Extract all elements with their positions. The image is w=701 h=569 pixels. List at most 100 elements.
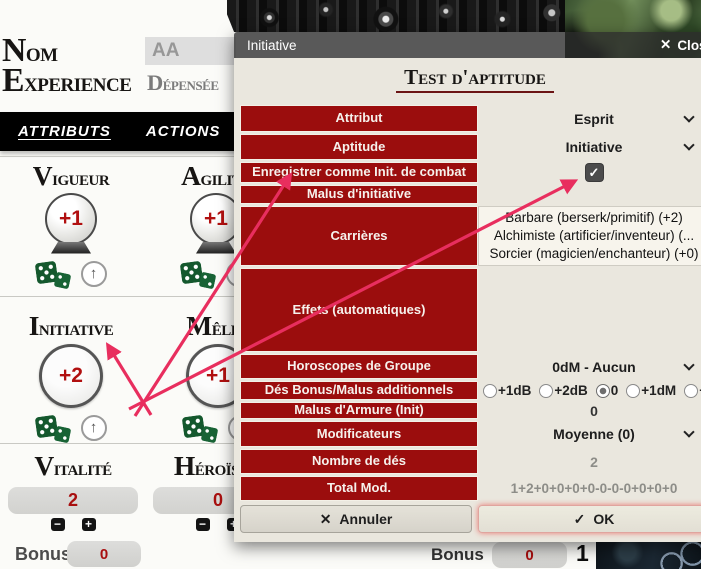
horoscopes-label: Horoscopes de Groupe	[240, 354, 478, 379]
crystal-ball[interactable]: +1	[45, 192, 97, 245]
close-icon: ✕	[660, 37, 672, 52]
plus-button[interactable]: +	[81, 517, 96, 531]
malus-armure-label: Malus d'Armure (Init)	[240, 402, 478, 419]
roll-dice-icon[interactable]	[34, 414, 72, 443]
dialog-header-text: Test d'aptitude	[396, 65, 554, 93]
row-carrieres: Carrières Barbare (berserk/primitif) (+2…	[240, 206, 701, 266]
name-input[interactable]	[145, 37, 236, 65]
crystal-ball-base	[196, 241, 236, 254]
attribute-mod-value: +1	[206, 363, 230, 387]
attribute-mod-value: +2	[59, 363, 83, 387]
career-option[interactable]: Sorcier (magicien/enchanteur) (+0)	[489, 246, 699, 262]
attribute-name: Vigueur	[32, 160, 110, 191]
tab-actions[interactable]: ACTIONS	[145, 123, 221, 140]
row-modificateurs: Modificateurs Moyenne (0)	[240, 421, 701, 447]
carrieres-label: Carrières	[240, 206, 478, 266]
ornate-skull-banner-image	[227, 0, 580, 32]
row-total-mod: Total Mod. 1+2+0+0+0+0-0-0-0+0+0+0	[240, 476, 701, 501]
horoscopes-value: 0dM - Aucun	[552, 358, 636, 375]
modificateurs-select[interactable]: Moyenne (0)	[478, 421, 701, 447]
bonus-right-label: Bonus	[431, 545, 484, 564]
attribute-initiative: Initiative +2 ↑	[5, 312, 137, 443]
malus-initiative-label: Malus d'initiative	[240, 185, 478, 204]
malus-initiative-field[interactable]	[478, 185, 701, 204]
minus-button[interactable]: −	[50, 517, 65, 531]
nombre-des-value: 2	[590, 453, 598, 470]
minus-button[interactable]: −	[195, 517, 210, 531]
aptitude-select[interactable]: Initiative	[478, 134, 701, 160]
radio-option-zero[interactable]: 0	[595, 383, 618, 398]
radio-option-plus1dm[interactable]: +1dM	[626, 383, 676, 398]
vital-name: Vitalité	[34, 450, 112, 481]
name-label: Nom	[2, 32, 58, 69]
career-option[interactable]: Alchimiste (artificier/inventeur) (...	[493, 227, 695, 243]
chevron-down-icon	[683, 358, 695, 371]
row-effets: Effets (automatiques)	[240, 268, 701, 352]
aptitude-label: Aptitude	[240, 134, 478, 160]
vitalite-value-field[interactable]: 2	[8, 486, 138, 514]
attribut-value: Esprit	[574, 110, 614, 127]
tab-attributs[interactable]: ATTRIBUTS	[18, 123, 111, 140]
cancel-x-icon: ✕	[319, 510, 332, 527]
roll-dice-icon[interactable]	[34, 260, 72, 289]
aptitude-value: Initiative	[565, 139, 623, 155]
upgrade-arrow-icon[interactable]: ↑	[80, 260, 107, 287]
chevron-down-icon	[683, 139, 695, 151]
row-attribut: Attribut Esprit	[240, 105, 701, 132]
row-nombre-des: Nombre de dés 2	[240, 449, 701, 474]
dark-corner-image	[596, 541, 701, 569]
attribut-select[interactable]: Esprit	[478, 105, 701, 132]
chevron-down-icon	[683, 426, 695, 438]
radio-icon[interactable]	[539, 383, 554, 398]
row-aptitude: Aptitude Initiative	[240, 134, 701, 160]
row-des-additionnels: Dés Bonus/Malus additionnels +1dB +2dB 0…	[240, 381, 701, 400]
initiative-circle[interactable]: +2	[39, 343, 103, 408]
ok-label: OK	[593, 511, 615, 527]
chevron-down-icon	[683, 110, 695, 123]
save-init-label: Enregistrer comme Init. de combat	[240, 162, 478, 183]
attribut-label: Attribut	[240, 105, 478, 132]
attribute-name: Initiative	[28, 310, 114, 341]
upgrade-arrow-icon[interactable]: ↑	[80, 414, 107, 441]
crystal-ball-base	[51, 241, 91, 254]
save-init-checkbox[interactable]: ✓	[585, 164, 603, 181]
ok-check-icon: ✓	[573, 510, 586, 527]
effets-label: Effets (automatiques)	[240, 268, 478, 352]
radio-icon-selected[interactable]	[595, 383, 610, 398]
close-button[interactable]: ✕ Close	[660, 32, 701, 58]
dialog-title: Initiative	[247, 37, 297, 53]
malus-armure-value: 0	[590, 402, 598, 419]
radio-option-plus1db[interactable]: +1dB	[483, 383, 531, 398]
bonus-right-field[interactable]: 0	[492, 542, 567, 568]
radio-icon[interactable]	[483, 383, 497, 398]
radio-option-plus2dm[interactable]: +2dM	[684, 383, 701, 398]
dialog-titlebar[interactable]: Initiative ✕ Close	[234, 32, 701, 58]
spent-label: Dépensée	[147, 70, 219, 95]
attribute-mod-value: +1	[59, 206, 83, 230]
cancel-label: Annuler	[339, 511, 393, 527]
carrieres-listbox[interactable]: Barbare (berserk/primitif) (+2) Alchimis…	[478, 206, 701, 266]
attribute-mod-value: +1	[204, 206, 228, 230]
row-malus-armure: Malus d'Armure (Init) 0	[240, 402, 701, 419]
career-option[interactable]: Barbare (berserk/primitif) (+2)	[505, 209, 683, 225]
modificateurs-label: Modificateurs	[240, 421, 478, 447]
close-label: Close	[677, 37, 701, 53]
nombre-des-label: Nombre de dés	[240, 449, 478, 474]
radio-option-plus2db[interactable]: +2dB	[539, 383, 588, 398]
modificateurs-value: Moyenne (0)	[553, 426, 635, 442]
roll-dice-icon[interactable]	[181, 414, 219, 443]
row-save-init: Enregistrer comme Init. de combat ✓	[240, 162, 701, 183]
radio-icon[interactable]	[684, 383, 699, 398]
attribute-vigueur: Vigueur +1 ↑	[5, 162, 137, 289]
bonus-left-field[interactable]: 0	[67, 541, 141, 567]
dice-modifier-radio-group: +1dB +2dB 0 +1dM +2dM	[478, 381, 701, 400]
effets-value	[478, 268, 701, 352]
ok-button[interactable]: ✓ OK	[478, 505, 701, 533]
roll-dice-icon[interactable]	[179, 260, 217, 289]
initiative-dialog: Initiative ✕ Close Test d'aptitude Attri…	[234, 32, 701, 542]
experience-label: Experience	[2, 62, 132, 99]
cancel-button[interactable]: ✕ Annuler	[240, 505, 472, 533]
radio-icon[interactable]	[626, 383, 641, 398]
horoscopes-select[interactable]: 0dM - Aucun	[478, 354, 701, 379]
